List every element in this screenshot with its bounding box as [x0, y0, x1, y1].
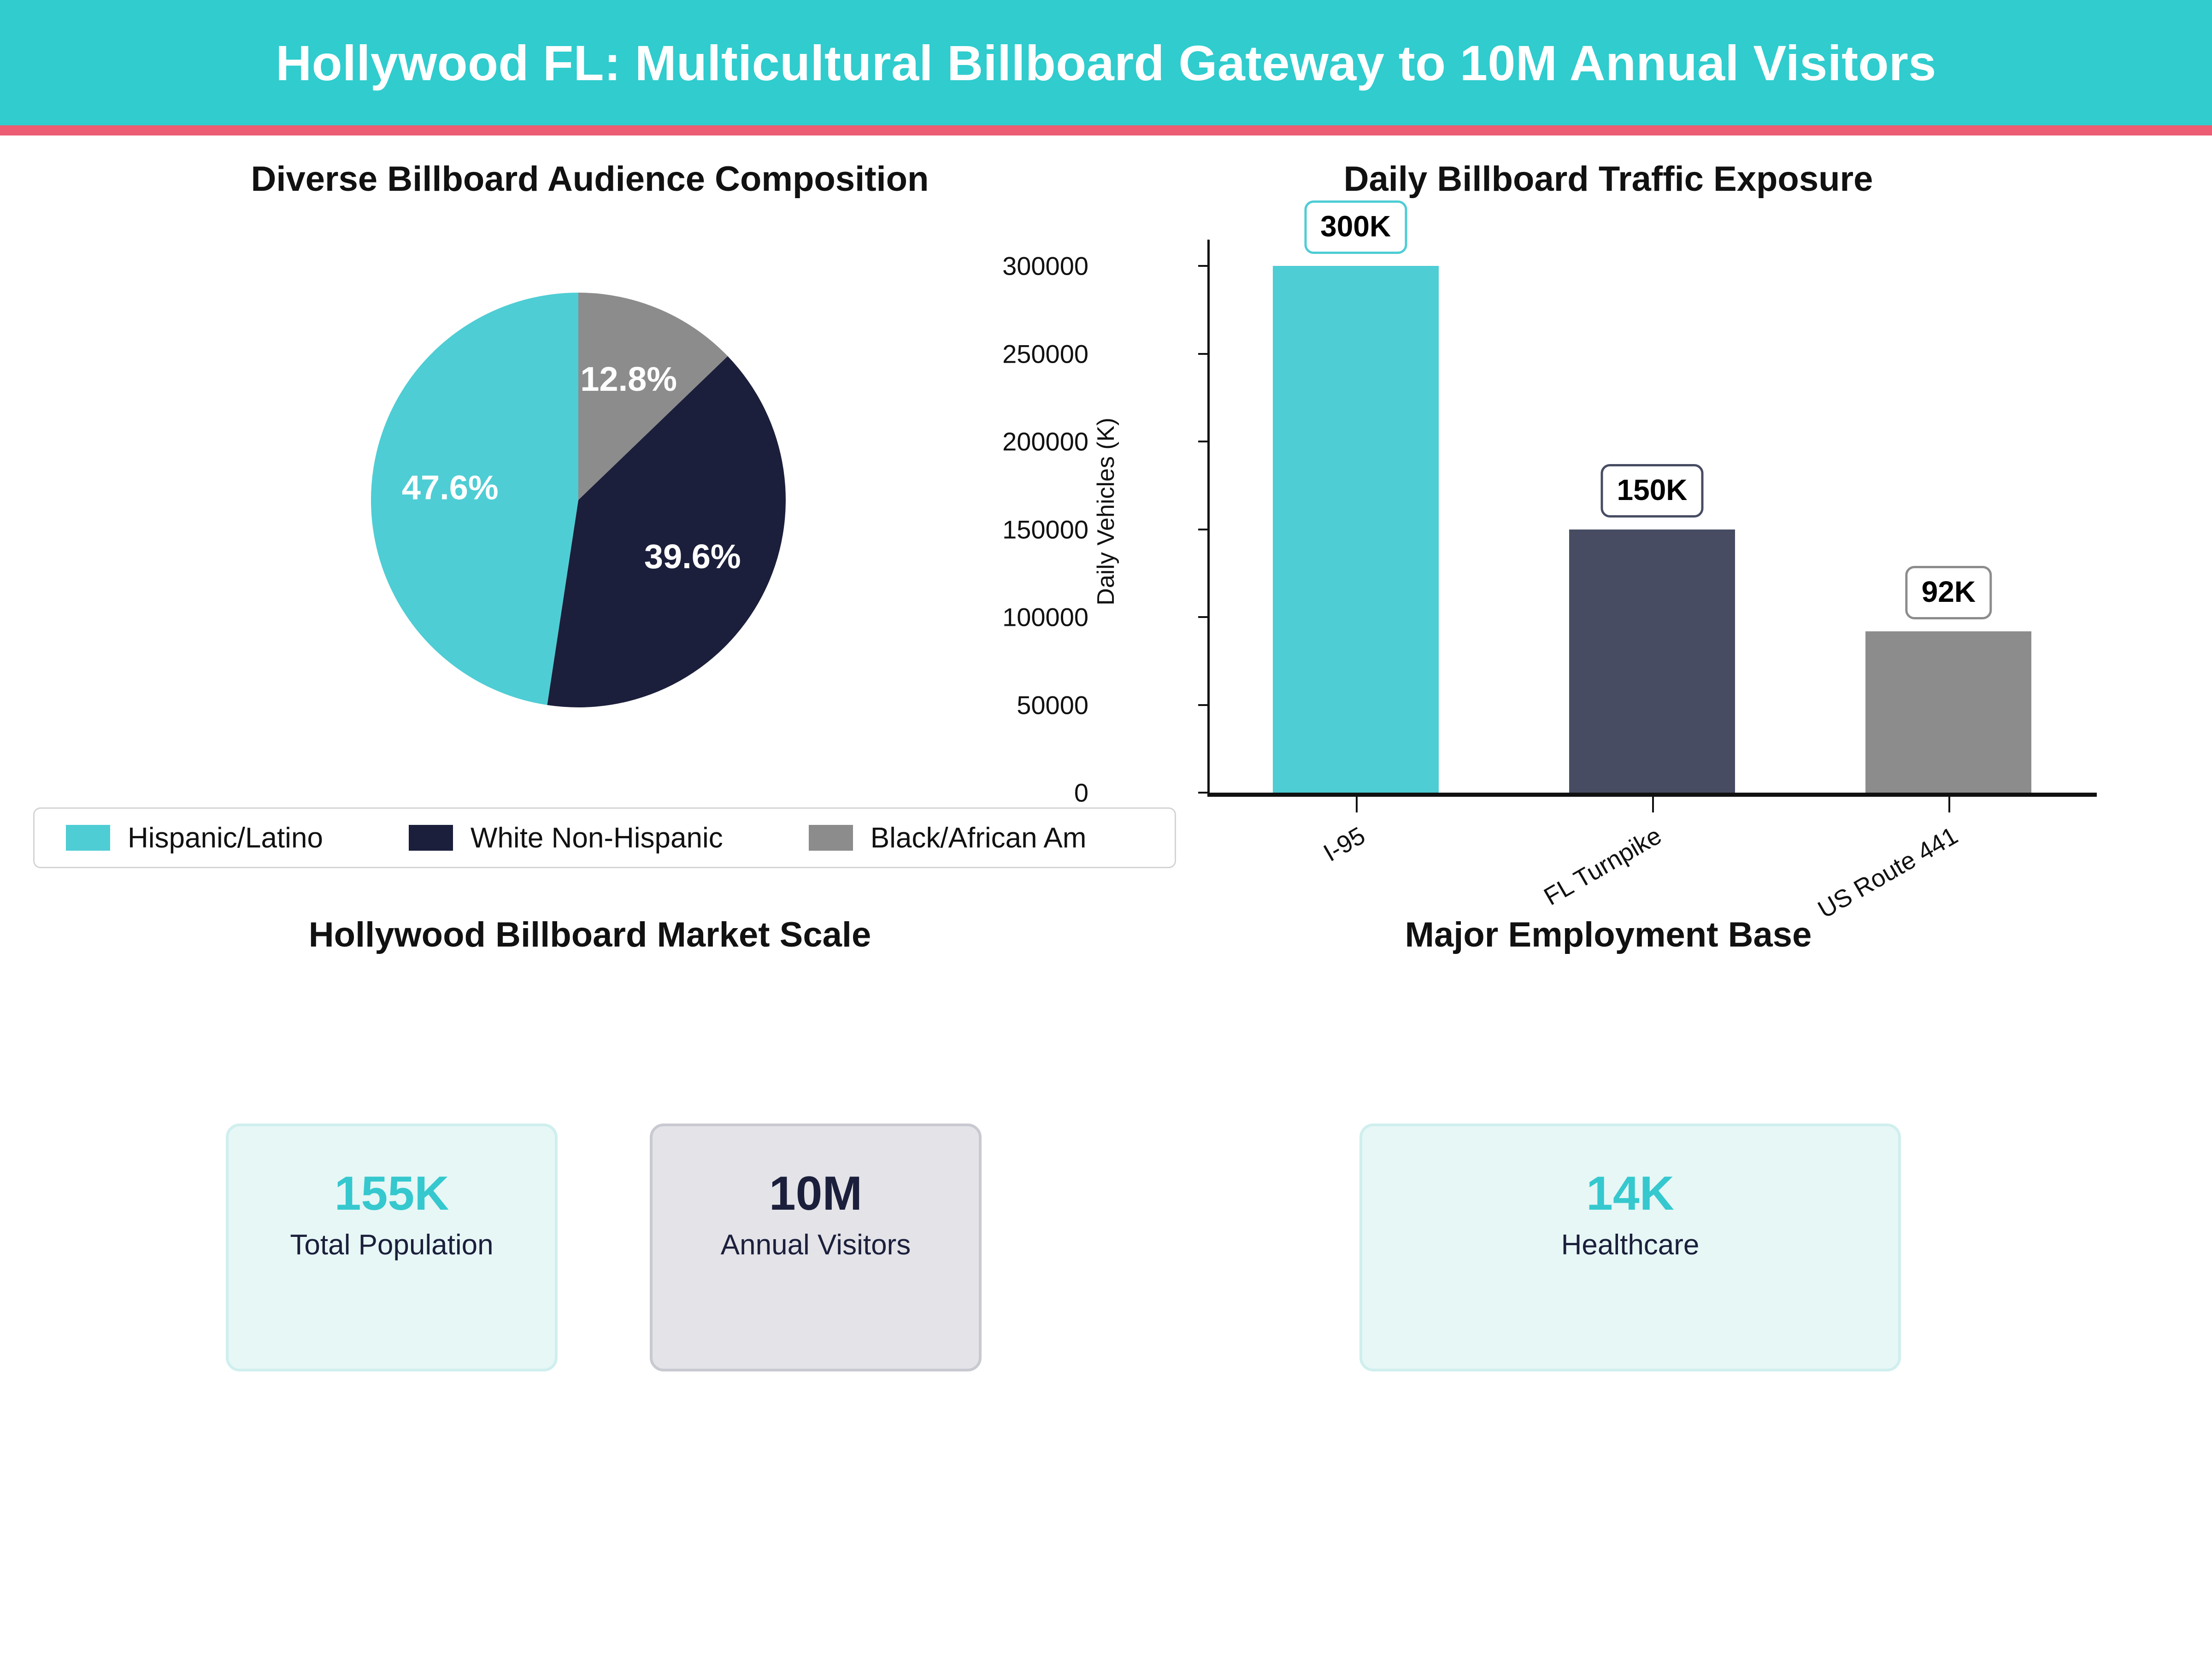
bar-y-tick-label: 0: [1074, 778, 1088, 807]
page-title: Hollywood FL: Multicultural Billboard Ga…: [276, 35, 1936, 91]
pie-slice-white-non-hispanic[interactable]: [547, 356, 786, 707]
kpi-value: 155K: [334, 1167, 449, 1221]
employment-base-title: Major Employment Base: [1405, 915, 1812, 954]
legend-label-white-non-hispanic: White Non-Hispanic: [470, 822, 723, 854]
legend-swatch-white-non-hispanic: [408, 825, 453, 851]
bar-x-tick-mark: [1652, 797, 1654, 812]
bar-chart-title: Daily Billboard Traffic Exposure: [1343, 159, 1873, 199]
bar-y-tick-mark: [1198, 441, 1209, 443]
header-accent-bar: [0, 125, 2212, 135]
bar-y-axis-label: Daily Vehicles (K): [1093, 418, 1119, 606]
bar-y-axis-line: [1207, 240, 1210, 793]
pie-legend: Hispanic/Latino White Non-Hispanic Black…: [33, 807, 1176, 868]
kpi-value: 14K: [1586, 1167, 1674, 1221]
kpi-label: Healthcare: [1561, 1229, 1700, 1261]
audience-composition-pie-chart: 12.8% 39.6% 47.6%: [355, 276, 802, 724]
kpi-label: Annual Visitors: [720, 1229, 911, 1261]
pie-svg: 12.8% 39.6% 47.6%: [371, 293, 786, 707]
kpi-value: 10M: [769, 1167, 863, 1221]
bar-fl-turnpike[interactable]: [1569, 529, 1735, 793]
legend-item-black-african-am[interactable]: Black/African Am: [808, 822, 1087, 854]
pie-slice-percent-label: 39.6%: [644, 537, 741, 576]
bar-x-tick-mark: [1948, 797, 1951, 812]
pie-slice-percent-label: 12.8%: [580, 360, 677, 398]
pie-slice-black-african-am[interactable]: [578, 293, 728, 500]
bar-x-axis-line: [1207, 793, 2097, 797]
bar-y-tick-mark: [1198, 616, 1209, 618]
bar-y-tick-label: 150000: [1002, 515, 1088, 544]
pie-slice-hispanic-latino[interactable]: [371, 293, 578, 705]
legend-swatch-hispanic-latino: [66, 825, 110, 851]
bar-y-tick-mark: [1198, 704, 1209, 706]
bar-us-route-441[interactable]: [1865, 631, 2032, 793]
kpi-card-healthcare[interactable]: 14K Healthcare: [1359, 1124, 1901, 1371]
pie-chart-title: Diverse Billboard Audience Composition: [251, 159, 929, 199]
bar-y-tick-mark: [1198, 792, 1209, 794]
bar-x-tick-label: US Route 441: [1813, 821, 1963, 924]
legend-label-black-african-am: Black/African Am: [870, 822, 1087, 854]
bar-i-95[interactable]: [1272, 266, 1439, 793]
bar-y-tick-mark: [1198, 353, 1209, 355]
bar-x-tick-label: FL Turnpike: [1539, 821, 1666, 911]
bar-y-tick-mark: [1198, 528, 1209, 530]
kpi-card-annual-visitors[interactable]: 10M Annual Visitors: [650, 1124, 982, 1371]
bar-y-tick-label: 100000: [1002, 602, 1088, 632]
bar-y-tick-label: 200000: [1002, 427, 1088, 456]
bar-y-tick-mark: [1198, 265, 1209, 267]
market-scale-title: Hollywood Billboard Market Scale: [308, 915, 871, 954]
bar-value-label: 92K: [1905, 565, 1992, 619]
bar-y-tick-label: 250000: [1002, 339, 1088, 369]
legend-swatch-black-african-am: [808, 825, 853, 851]
header-banner: Hollywood FL: Multicultural Billboard Ga…: [0, 0, 2212, 125]
kpi-label: Total Population: [290, 1229, 494, 1261]
pie-slice-percent-label: 47.6%: [402, 469, 499, 507]
bar-value-label: 300K: [1304, 200, 1407, 254]
legend-item-hispanic-latino[interactable]: Hispanic/Latino: [66, 822, 323, 854]
bar-y-tick-label: 300000: [1002, 251, 1088, 281]
traffic-exposure-bar-chart: Daily Vehicles (K) 0 50000 100000 150000 200…: [1002, 200, 2157, 924]
bar-x-tick-label: I-95: [1318, 821, 1370, 867]
bar-y-tick-label: 50000: [1017, 690, 1088, 720]
bar-x-tick-mark: [1355, 797, 1358, 812]
legend-label-hispanic-latino: Hispanic/Latino: [128, 822, 323, 854]
kpi-card-total-population[interactable]: 155K Total Population: [226, 1124, 558, 1371]
bar-value-label: 150K: [1600, 464, 1704, 518]
legend-item-white-non-hispanic[interactable]: White Non-Hispanic: [408, 822, 723, 854]
